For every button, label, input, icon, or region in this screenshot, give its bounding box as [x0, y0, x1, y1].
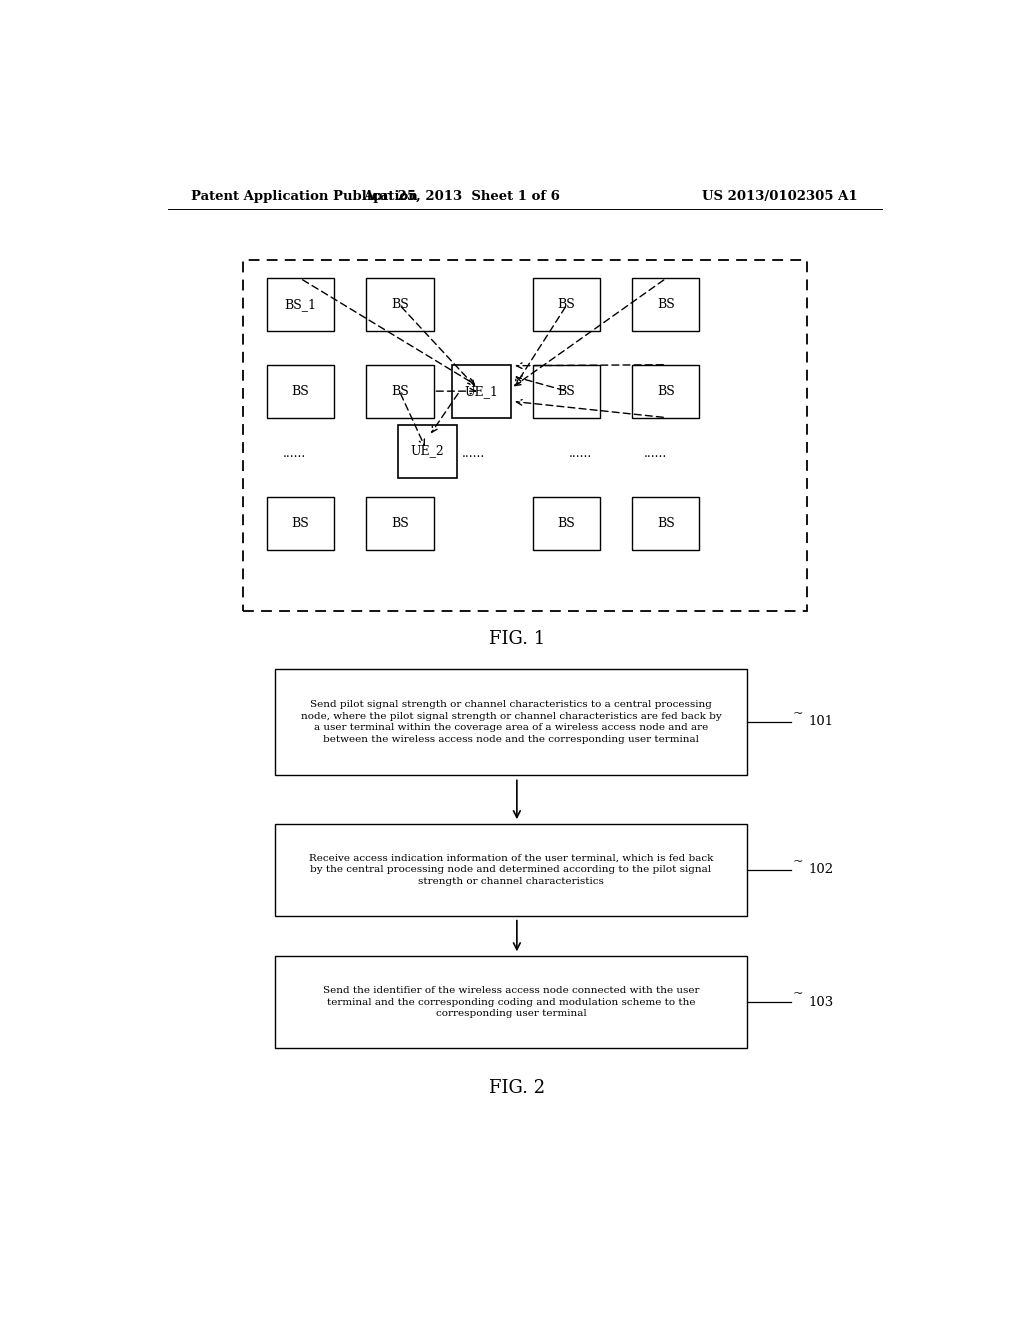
Text: BS: BS — [558, 517, 575, 529]
Text: Receive access indication information of the user terminal, which is fed back
by: Receive access indication information of… — [308, 854, 713, 886]
Text: 101: 101 — [808, 715, 834, 729]
Text: BS: BS — [656, 384, 675, 397]
Text: ......: ...... — [462, 446, 484, 459]
Bar — [367, 364, 433, 417]
Text: 103: 103 — [808, 995, 834, 1008]
Bar — [267, 364, 334, 417]
Text: BS: BS — [292, 384, 309, 397]
Text: BS: BS — [292, 517, 309, 529]
Bar — [397, 425, 458, 478]
Text: BS: BS — [558, 384, 575, 397]
Text: ~: ~ — [793, 855, 803, 867]
Bar — [632, 279, 699, 331]
Text: UE_1: UE_1 — [465, 384, 499, 397]
Text: 102: 102 — [808, 863, 834, 876]
Text: BS: BS — [656, 517, 675, 529]
Text: FIG. 1: FIG. 1 — [488, 630, 545, 648]
Text: Send the identifier of the wireless access node connected with the user
terminal: Send the identifier of the wireless acce… — [323, 986, 699, 1018]
Text: BS: BS — [656, 298, 675, 312]
Text: UE_2: UE_2 — [411, 445, 444, 458]
Text: ......: ...... — [568, 446, 592, 459]
Bar — [243, 260, 807, 611]
Text: BS_1: BS_1 — [285, 298, 316, 312]
Text: FIG. 2: FIG. 2 — [488, 1080, 545, 1097]
Bar — [532, 496, 600, 549]
Bar — [452, 364, 511, 417]
Text: ~: ~ — [793, 987, 803, 1001]
Bar — [267, 279, 334, 331]
Bar — [367, 496, 433, 549]
Bar — [532, 364, 600, 417]
Bar — [367, 279, 433, 331]
Text: BS: BS — [391, 384, 409, 397]
Text: US 2013/0102305 A1: US 2013/0102305 A1 — [702, 190, 858, 202]
Text: Patent Application Publication: Patent Application Publication — [191, 190, 418, 202]
Bar — [632, 364, 699, 417]
Text: BS: BS — [391, 298, 409, 312]
Text: Send pilot signal strength or channel characteristics to a central processing
no: Send pilot signal strength or channel ch… — [300, 700, 721, 744]
Bar — [274, 956, 748, 1048]
Text: ~: ~ — [793, 708, 803, 719]
Bar — [532, 279, 600, 331]
Text: ......: ...... — [644, 446, 668, 459]
Bar — [274, 669, 748, 775]
Text: ......: ...... — [283, 446, 306, 459]
Text: Apr. 25, 2013  Sheet 1 of 6: Apr. 25, 2013 Sheet 1 of 6 — [362, 190, 560, 202]
Text: BS: BS — [391, 517, 409, 529]
Bar — [274, 824, 748, 916]
Text: BS: BS — [558, 298, 575, 312]
Bar — [632, 496, 699, 549]
Bar — [267, 496, 334, 549]
